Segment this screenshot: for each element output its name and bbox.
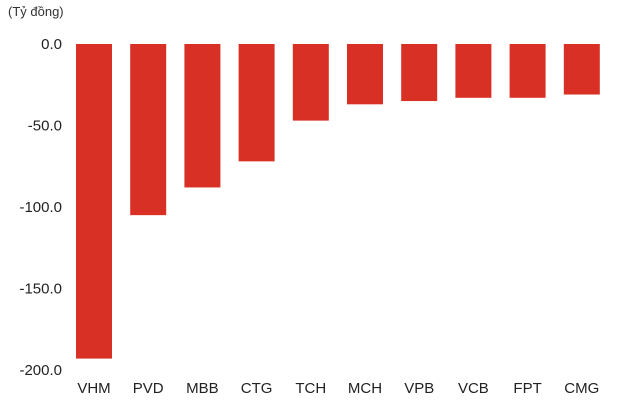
bars-group [76, 44, 600, 359]
bar-ctg [238, 44, 275, 162]
y-tick-label: -150.0 [19, 281, 62, 298]
bar-fpt [509, 44, 546, 98]
bar-mbb [184, 44, 221, 188]
x-category-label: PVD [133, 380, 164, 397]
bar-mch [347, 44, 383, 105]
x-category-label: CMG [564, 380, 599, 397]
bar-vcb [455, 44, 492, 98]
bar-pvd [130, 44, 167, 216]
y-axis-ticks: 0.0 -50.0 -100.0 -150.0 -200.0 [19, 36, 62, 379]
x-category-label: MBB [186, 380, 219, 397]
y-tick-label: -200.0 [19, 362, 62, 379]
y-tick-label: 0.0 [41, 36, 62, 53]
bar-cmg [563, 44, 600, 95]
bar-vpb [401, 44, 438, 102]
y-tick-label: -100.0 [19, 199, 62, 216]
x-category-label: CTG [241, 380, 273, 397]
x-category-label: VPB [404, 380, 434, 397]
x-axis-labels: VHM PVD MBB CTG TCH MCH VPB VCB FPT CMG [77, 380, 599, 397]
x-category-label: FPT [513, 380, 541, 397]
bar-tch [292, 44, 329, 121]
x-category-label: VHM [77, 380, 110, 397]
x-category-label: VCB [458, 380, 489, 397]
x-category-label: TCH [295, 380, 326, 397]
bar-vhm [76, 44, 112, 359]
unit-label: (Tỷ đồng) [8, 4, 64, 19]
x-category-label: MCH [348, 380, 382, 397]
y-tick-label: -50.0 [28, 118, 62, 135]
